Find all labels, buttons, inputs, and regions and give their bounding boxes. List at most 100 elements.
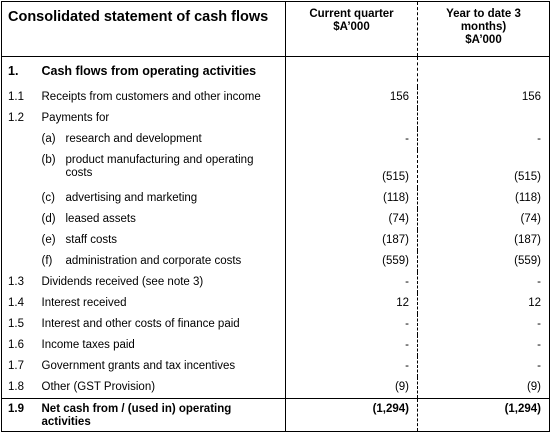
row-ytd-value: (118)	[417, 188, 550, 209]
sub-item-letter: (c)	[41, 192, 55, 204]
row-label: Income taxes paid	[41, 339, 135, 351]
row-ytd-value: 12	[417, 293, 550, 314]
total-row-number: 1.9	[1, 398, 42, 432]
section-number: 1.	[1, 56, 42, 87]
row-label: Government grants and tax incentives	[41, 360, 236, 372]
row-current-value: (559)	[285, 251, 418, 272]
total-row: 1.9 Net cash from / (used in) operating …	[1, 398, 550, 432]
section-current-cell	[285, 56, 418, 87]
column-header-ytd-line1: Year to date 3	[446, 8, 521, 20]
table-row: 1.2 Payments for	[1, 108, 550, 129]
row-ytd-value: (187)	[417, 230, 550, 251]
row-label: research and development	[65, 133, 202, 145]
sub-item-letter: (f)	[41, 255, 53, 267]
column-header-year-to-date: Year to date 3 months) $A’000	[417, 1, 550, 57]
row-label: Interest received	[41, 297, 127, 309]
row-label: advertising and marketing	[65, 192, 198, 204]
row-current-value: -	[285, 335, 418, 356]
total-label-line2: activities	[41, 416, 91, 428]
table-row: (f) administration and corporate costs (5…	[1, 251, 550, 272]
row-ytd-value: -	[417, 314, 550, 335]
column-header-current-line2: $A’000	[333, 21, 370, 33]
row-current-value	[285, 108, 418, 129]
row-current-value: -	[285, 129, 418, 150]
row-number: 1.6	[1, 335, 42, 356]
row-label: Receipts from customers and other income	[41, 91, 261, 103]
table-row: 1.1 Receipts from customers and other in…	[1, 87, 550, 108]
row-current-value: (74)	[285, 209, 418, 230]
row-current-value: (118)	[285, 188, 418, 209]
row-label-cell: (b) product manufacturing and operating …	[42, 150, 286, 188]
row-ytd-value	[417, 108, 550, 129]
row-label: administration and corporate costs	[65, 255, 242, 267]
row-ytd-value: -	[417, 335, 550, 356]
table-row: (a) research and development - -	[1, 129, 550, 150]
table-row: (e) staff costs (187) (187)	[1, 230, 550, 251]
row-number: 1.4	[1, 293, 42, 314]
column-header-ytd-line2: months)	[460, 21, 507, 33]
row-ytd-value: -	[417, 129, 550, 150]
row-number	[1, 188, 42, 209]
row-number: 1.1	[1, 87, 42, 108]
row-number: 1.7	[1, 356, 42, 377]
row-current-value: 12	[285, 293, 418, 314]
row-number	[1, 209, 42, 230]
row-current-value: (9)	[285, 377, 418, 399]
row-label: leased assets	[65, 213, 136, 225]
row-label-line1: product manufacturing and operating	[65, 154, 254, 166]
row-ytd-value: (515)	[417, 150, 550, 188]
row-number	[1, 251, 42, 272]
row-label: Interest and other costs of finance paid	[41, 318, 240, 330]
row-label: Dividends received (see note 3)	[41, 276, 204, 288]
row-ytd-value: -	[417, 356, 550, 377]
total-row-label: Net cash from / (used in) operating acti…	[41, 398, 286, 432]
row-current-value: -	[285, 356, 418, 377]
statement-title: Consolidated statement of cash flows	[1, 1, 286, 57]
row-label-cell: (f) administration and corporate costs	[42, 251, 286, 272]
section-heading-row: 1. Cash flows from operating activities	[1, 56, 550, 87]
total-ytd-value: (1,294)	[417, 398, 550, 432]
row-label-cell: (d) leased assets	[42, 209, 286, 230]
row-current-value: -	[285, 314, 418, 335]
row-number: 1.2	[1, 108, 42, 129]
section-label: Cash flows from operating activities	[41, 64, 257, 78]
row-ytd-value: (74)	[417, 209, 550, 230]
row-number	[1, 230, 42, 251]
row-current-value: (187)	[285, 230, 418, 251]
sub-item-letter: (b)	[41, 154, 56, 166]
table-row: (d) leased assets (74) (74)	[1, 209, 550, 230]
row-ytd-value: 156	[417, 87, 550, 108]
row-number: 1.5	[1, 314, 42, 335]
sub-item-letter: (a)	[41, 133, 56, 145]
row-label-line2: costs	[65, 167, 93, 179]
table-row: 1.8 Other (GST Provision) (9) (9)	[1, 377, 550, 399]
row-label-cell: (e) staff costs	[42, 230, 286, 251]
row-ytd-value: -	[417, 272, 550, 293]
row-label-cell: (c) advertising and marketing	[42, 188, 286, 209]
sub-item-letter: (d)	[41, 213, 56, 225]
row-ytd-value: (559)	[417, 251, 550, 272]
row-current-value: 156	[285, 87, 418, 108]
column-header-current-quarter: Current quarter $A’000	[285, 1, 418, 57]
sub-item-letter: (e)	[41, 234, 56, 246]
row-label: Payments for	[41, 112, 110, 124]
row-number	[1, 150, 42, 188]
row-ytd-value: (9)	[417, 377, 550, 399]
row-label: staff costs	[65, 234, 118, 246]
total-current-value: (1,294)	[285, 398, 418, 432]
table-row: 1.6 Income taxes paid - -	[1, 335, 550, 356]
table-row: 1.4 Interest received 12 12	[1, 293, 550, 314]
section-ytd-cell	[417, 56, 550, 87]
table-row: (b) product manufacturing and operating …	[1, 150, 550, 188]
row-current-value: (515)	[285, 150, 418, 188]
row-number	[1, 129, 42, 150]
table-row: 1.7 Government grants and tax incentives…	[1, 356, 550, 377]
table-row: 1.5 Interest and other costs of finance …	[1, 314, 550, 335]
row-current-value: -	[285, 272, 418, 293]
table-header-row: Consolidated statement of cash flows Cur…	[1, 1, 550, 57]
column-header-current-line1: Current quarter	[309, 8, 394, 20]
table-row: (c) advertising and marketing (118) (118)	[1, 188, 550, 209]
column-header-ytd-line3: $A’000	[465, 34, 502, 46]
